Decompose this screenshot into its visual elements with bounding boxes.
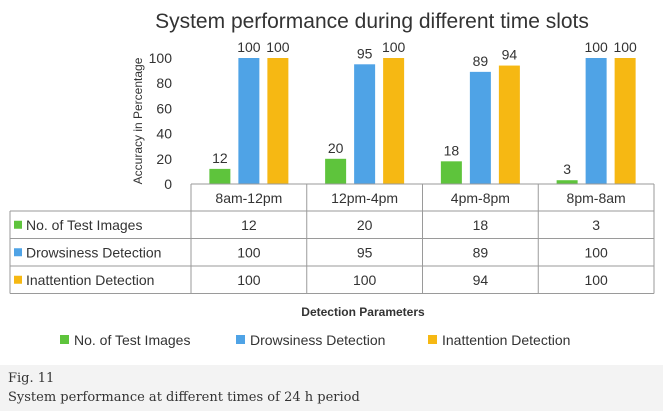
bar-value-label: 100 xyxy=(237,39,261,55)
bar-1-3 xyxy=(585,58,607,184)
bar-value-label: 100 xyxy=(266,39,290,55)
table-series-name: Inattention Detection xyxy=(26,272,154,288)
bar-value-label: 20 xyxy=(328,140,344,156)
data-table: 8am-12pm 12pm-4pm 4pm-8pm 8pm-8am No. of Tes… xyxy=(9,183,655,294)
bar-1-1 xyxy=(354,64,376,184)
bar-value-label: 100 xyxy=(382,39,406,55)
table-cell-value: 100 xyxy=(237,244,261,260)
bar-2-0 xyxy=(267,58,289,184)
bar-value-label: 12 xyxy=(212,150,228,166)
x-category-label: 8pm-8am xyxy=(567,190,626,206)
legend-label-1: Drowsiness Detection xyxy=(250,332,385,348)
bar-2-2 xyxy=(498,65,520,184)
bar-1-0 xyxy=(238,58,260,184)
figure-caption: System performance at different times of… xyxy=(8,390,360,405)
table-cell-value: 20 xyxy=(357,217,373,233)
y-tick-label: 0 xyxy=(164,176,172,192)
legend-swatch-0 xyxy=(60,335,69,344)
legend-swatch-2 xyxy=(428,335,437,344)
bar-value-label: 18 xyxy=(444,142,460,158)
legend: No. of Test Images Drowsiness Detection In… xyxy=(60,332,570,348)
bar-0-0 xyxy=(209,168,231,184)
table-series-swatch xyxy=(14,220,22,229)
y-tick-label: 80 xyxy=(156,75,172,91)
table-cell-value: 100 xyxy=(237,272,261,288)
table-series-name: No. of Test Images xyxy=(26,217,142,233)
figure-label: Fig. 11 xyxy=(8,371,55,386)
table-series-swatch xyxy=(14,248,22,257)
bar-value-label: 100 xyxy=(613,39,637,55)
table-cell-value: 100 xyxy=(353,272,377,288)
table-series-name: Drowsiness Detection xyxy=(26,244,161,260)
x-category-label: 4pm-8pm xyxy=(451,190,510,206)
table-cell-value: 12 xyxy=(241,217,257,233)
y-tick-label: 100 xyxy=(149,50,173,66)
bar-0-3 xyxy=(556,180,578,184)
legend-swatch-1 xyxy=(236,335,245,344)
bar-0-1 xyxy=(325,158,347,184)
x-category-label: 8am-12pm xyxy=(215,190,282,206)
table-cell-value: 100 xyxy=(584,272,608,288)
legend-label-0: No. of Test Images xyxy=(74,332,190,348)
bar-0-2 xyxy=(440,161,462,184)
y-tick-label: 60 xyxy=(156,100,172,116)
bar-2-3 xyxy=(614,58,636,184)
bar-value-label: 3 xyxy=(563,161,571,177)
table-cell-value: 3 xyxy=(592,217,600,233)
bar-1-2 xyxy=(469,71,491,184)
y-tick-label: 40 xyxy=(156,126,172,142)
bars: 12 20 18 3 100 95 89 100 100 100 94 100 xyxy=(209,39,637,184)
x-axis-label: Detection Parameters xyxy=(301,305,425,319)
table-cell-value: 95 xyxy=(357,244,373,260)
y-tick-label: 20 xyxy=(156,151,172,167)
table-cell-value: 94 xyxy=(473,272,489,288)
x-category-label: 12pm-4pm xyxy=(331,190,398,206)
table-cell-value: 89 xyxy=(473,244,489,260)
bar-value-label: 89 xyxy=(473,53,489,69)
bar-value-label: 100 xyxy=(584,39,608,55)
bar-value-label: 95 xyxy=(357,45,373,61)
y-axis-label: Accuracy in Percentage xyxy=(131,57,145,184)
y-axis-ticks: 0 20 40 60 80 100 xyxy=(149,50,173,192)
table-cell-value: 18 xyxy=(473,217,489,233)
chart: System performance during different time… xyxy=(0,0,663,365)
table-cell-value: 100 xyxy=(584,244,608,260)
legend-label-2: Inattention Detection xyxy=(442,332,570,348)
table-series-swatch xyxy=(14,275,22,284)
bar-value-label: 94 xyxy=(502,47,518,63)
bar-2-1 xyxy=(383,58,405,184)
chart-title: System performance during different time… xyxy=(155,10,589,33)
